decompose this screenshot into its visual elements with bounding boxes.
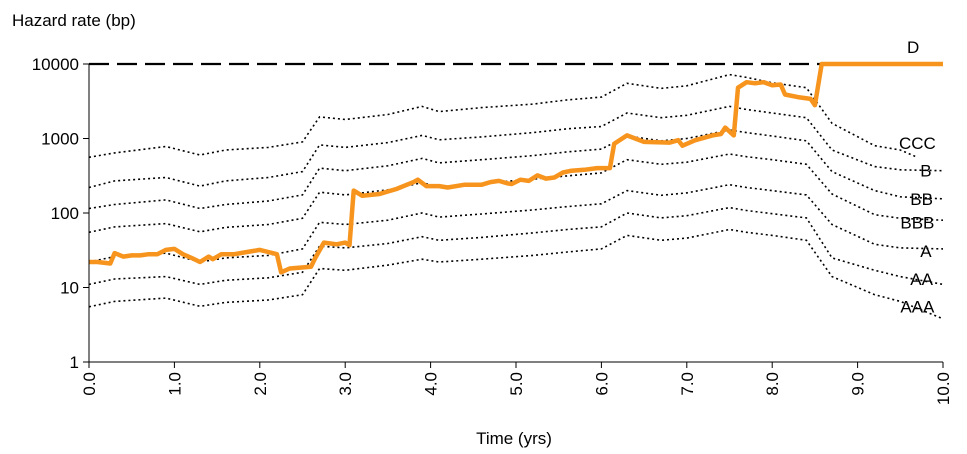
x-tick-label: 10.0 (934, 372, 953, 405)
hazard-rate-path-0 (89, 61, 943, 275)
rating-label-d: D (907, 38, 919, 57)
rating-label-b: B (920, 162, 931, 181)
rating-curve-a (88, 183, 944, 263)
rating-label-aa: AA (910, 270, 933, 289)
y-axis-title: Hazard rate (bp) (12, 11, 136, 30)
x-tick-label: 6.0 (592, 372, 611, 396)
x-tick-label: 9.0 (849, 372, 868, 396)
rating-label-bb: BB (910, 190, 933, 209)
rating-curve-b (88, 105, 944, 189)
x-tick-label: 8.0 (763, 372, 782, 396)
rating-curve-bbb (88, 153, 944, 234)
x-tick-label: 5.0 (507, 372, 526, 396)
x-tick-label: 2.0 (251, 372, 270, 396)
rating-curve-ccc (88, 73, 918, 159)
rating-label-bbb: BBB (900, 214, 934, 233)
rating-label-ccc: CCC (899, 134, 936, 153)
x-axis-title: Time (yrs) (476, 429, 552, 448)
x-tick-label: 3.0 (336, 372, 355, 396)
rating-curve-aa (88, 206, 944, 286)
x-tick-label: 0.0 (80, 372, 99, 396)
y-tick-label: 1000 (41, 130, 79, 149)
rating-curve-bb (88, 129, 944, 210)
rating-label-aaa: AAA (900, 297, 935, 316)
rating-label-a: A (920, 242, 932, 261)
x-tick-label: 7.0 (678, 372, 697, 396)
x-tick-label: 1.0 (165, 372, 184, 396)
x-tick-label: 4.0 (422, 372, 441, 396)
rating-curve-aaa (88, 228, 944, 320)
y-tick-label: 10 (60, 279, 79, 298)
y-tick-label: 100 (51, 204, 79, 223)
y-tick-label: 1 (70, 353, 79, 372)
y-tick-label: 10000 (32, 55, 79, 74)
